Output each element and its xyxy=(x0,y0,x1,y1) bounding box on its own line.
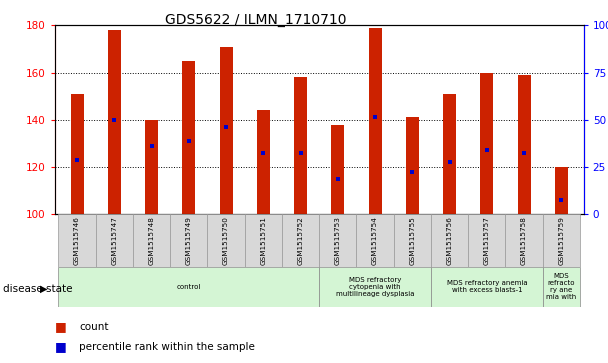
Text: MDS refractory
cytopenia with
multilineage dysplasia: MDS refractory cytopenia with multilinea… xyxy=(336,277,414,297)
Text: GSM1515746: GSM1515746 xyxy=(74,216,80,265)
Bar xyxy=(182,61,195,214)
Bar xyxy=(145,120,158,214)
Bar xyxy=(319,214,356,267)
Text: ■: ■ xyxy=(55,340,66,353)
Bar xyxy=(294,77,307,214)
Bar xyxy=(468,214,505,267)
Text: GSM1515759: GSM1515759 xyxy=(558,216,564,265)
Bar xyxy=(394,214,431,267)
Bar xyxy=(108,30,121,214)
Text: GSM1515755: GSM1515755 xyxy=(409,216,415,265)
Text: disease state: disease state xyxy=(3,284,72,294)
Bar xyxy=(543,214,580,267)
Bar xyxy=(58,214,95,267)
Bar xyxy=(71,94,83,214)
Text: GSM1515757: GSM1515757 xyxy=(484,216,490,265)
Text: GSM1515756: GSM1515756 xyxy=(447,216,452,265)
Bar xyxy=(431,267,543,307)
Text: count: count xyxy=(79,322,109,332)
Text: ▶: ▶ xyxy=(40,284,47,294)
Text: ■: ■ xyxy=(55,320,66,333)
Bar xyxy=(95,214,133,267)
Bar xyxy=(555,167,568,214)
Text: MDS
refracto
ry ane
mia with: MDS refracto ry ane mia with xyxy=(546,273,576,300)
Text: percentile rank within the sample: percentile rank within the sample xyxy=(79,342,255,352)
Text: GSM1515752: GSM1515752 xyxy=(297,216,303,265)
Text: GSM1515747: GSM1515747 xyxy=(111,216,117,265)
Text: GSM1515748: GSM1515748 xyxy=(148,216,154,265)
Bar xyxy=(543,267,580,307)
Bar xyxy=(505,214,543,267)
Bar xyxy=(282,214,319,267)
Bar xyxy=(368,28,382,214)
Bar xyxy=(58,267,319,307)
Text: MDS refractory anemia
with excess blasts-1: MDS refractory anemia with excess blasts… xyxy=(446,280,527,293)
Text: GSM1515754: GSM1515754 xyxy=(372,216,378,265)
Bar xyxy=(480,73,493,214)
Bar xyxy=(133,214,170,267)
Bar xyxy=(431,214,468,267)
Bar xyxy=(406,118,419,214)
Bar xyxy=(443,94,456,214)
Bar xyxy=(244,214,282,267)
Text: GSM1515753: GSM1515753 xyxy=(335,216,341,265)
Text: GSM1515750: GSM1515750 xyxy=(223,216,229,265)
Bar xyxy=(517,75,531,214)
Bar xyxy=(356,214,394,267)
Bar xyxy=(170,214,207,267)
Text: GSM1515749: GSM1515749 xyxy=(186,216,192,265)
Text: GSM1515751: GSM1515751 xyxy=(260,216,266,265)
Bar xyxy=(219,46,233,214)
Text: GSM1515758: GSM1515758 xyxy=(521,216,527,265)
Text: GDS5622 / ILMN_1710710: GDS5622 / ILMN_1710710 xyxy=(165,13,346,27)
Text: control: control xyxy=(177,284,201,290)
Bar xyxy=(257,110,270,214)
Bar xyxy=(331,125,344,214)
Bar xyxy=(207,214,244,267)
Bar xyxy=(319,267,431,307)
